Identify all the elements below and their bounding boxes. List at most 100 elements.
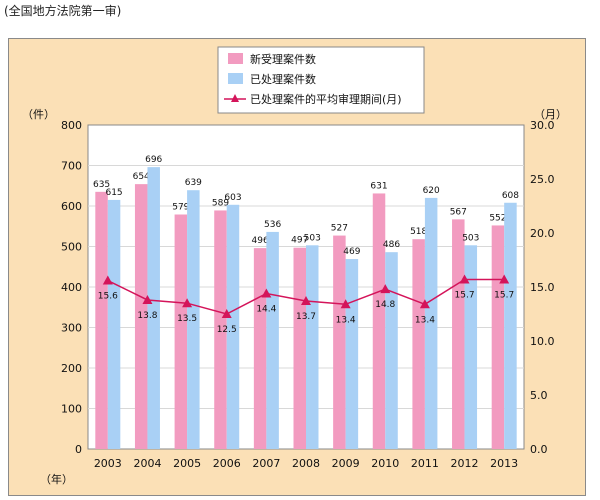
y-left-tick-label: 0	[75, 443, 82, 456]
bar-new-cases	[253, 248, 267, 449]
data-label-new: 635	[93, 180, 110, 190]
x-tick-label: 2008	[292, 457, 320, 470]
duration-data-label: 13.4	[336, 315, 356, 325]
y-left-tick-label: 400	[61, 281, 82, 294]
duration-marker	[301, 296, 311, 306]
bar-processed-cases	[147, 167, 160, 449]
bar-processed-cases	[424, 197, 438, 449]
bar-new-cases	[491, 225, 505, 449]
bar-processed-cases	[187, 190, 200, 449]
data-label-new: 631	[370, 181, 387, 191]
data-label-processed: 536	[264, 220, 281, 230]
data-label-processed: 608	[502, 191, 519, 201]
bar-processed-cases	[226, 204, 240, 449]
y-right-tick-label: 0.0	[530, 443, 548, 456]
legend-swatch-new	[228, 53, 243, 64]
duration-marker	[340, 299, 351, 309]
y-left-tick-label: 500	[61, 241, 82, 254]
bar-processed-cases	[504, 202, 517, 449]
data-label-new: 654	[133, 172, 150, 182]
data-label-processed: 603	[224, 193, 241, 203]
y-right-tick-label: 15.0	[530, 281, 555, 294]
x-tick-label: 2012	[451, 457, 479, 470]
bar-new-cases	[174, 214, 188, 449]
data-label-new: 527	[331, 224, 348, 234]
y-axis-left-label: （件）	[22, 108, 55, 121]
data-label-processed: 486	[383, 240, 400, 250]
x-axis-label: （年）	[40, 472, 73, 486]
bar-processed-cases	[306, 245, 319, 449]
x-tick-label: 2010	[371, 457, 399, 470]
duration-marker	[142, 294, 153, 304]
bar-new-cases	[372, 193, 386, 449]
bar-new-cases	[452, 219, 465, 449]
bar-processed-cases	[345, 259, 359, 449]
duration-data-label: 15.6	[98, 292, 118, 302]
bar-new-cases	[95, 191, 108, 449]
data-label-new: 579	[172, 203, 189, 213]
bar-processed-cases	[266, 231, 279, 449]
data-label-new: 567	[450, 207, 467, 217]
data-label-processed: 503	[462, 233, 479, 243]
x-tick-label: 2013	[490, 457, 518, 470]
duration-marker	[380, 284, 391, 294]
bar-new-cases	[134, 184, 148, 449]
duration-data-label: 14.8	[375, 300, 395, 310]
y-left-tick-label: 800	[61, 119, 82, 132]
duration-data-label: 12.5	[217, 325, 237, 335]
bar-layer: 6356156546965796395896034965364975035274…	[93, 155, 519, 449]
x-tick-label: 2009	[332, 457, 360, 470]
duration-data-label: 15.7	[455, 290, 475, 300]
data-label-new: 497	[291, 236, 308, 246]
y-right-tick-label: 30.0	[530, 119, 555, 132]
data-label-processed: 503	[304, 233, 321, 243]
duration-data-label: 15.7	[494, 290, 514, 300]
legend-box	[217, 46, 425, 114]
y-left-tick-label: 200	[61, 362, 82, 375]
legend-label-processed: 已处理案件数	[250, 72, 316, 86]
data-label-new: 589	[212, 198, 229, 208]
duration-marker	[499, 274, 510, 284]
y-left-tick-label: 300	[61, 322, 82, 335]
data-label-processed: 620	[423, 186, 440, 196]
duration-marker	[102, 275, 113, 285]
legend-label-duration: 已处理案件的平均审理期间(月)	[250, 92, 402, 106]
bar-new-cases	[333, 235, 346, 449]
duration-data-label: 14.4	[256, 304, 276, 314]
legend-label-new: 新受理案件数	[250, 52, 316, 66]
data-label-new: 496	[252, 236, 269, 246]
duration-data-label: 13.7	[296, 312, 316, 322]
chart-caption: (全国地方法院第一审)	[4, 4, 122, 18]
data-label-processed: 615	[105, 188, 122, 198]
line-layer: 15.6 13.8 13.5 12.5 14.4 13.7 13.4 14.8 13.4 15.7…	[98, 274, 514, 335]
bar-processed-cases	[107, 199, 121, 449]
y-right-tick-label: 10.0	[530, 335, 555, 348]
duration-data-label: 13.4	[415, 315, 435, 325]
duration-marker	[261, 288, 272, 298]
bar-new-cases	[412, 239, 425, 449]
duration-marker	[459, 274, 470, 284]
duration-marker	[419, 299, 430, 309]
bar-processed-cases	[464, 245, 478, 449]
x-tick-label: 2011	[411, 457, 439, 470]
y-right-tick-label: 20.0	[530, 227, 555, 240]
bar-new-cases	[214, 210, 227, 449]
duration-data-label: 13.8	[137, 311, 157, 321]
x-tick-label: 2007	[252, 457, 280, 470]
x-tick-label: 2003	[94, 457, 122, 470]
duration-marker	[221, 309, 232, 318]
legend-swatch-processed	[228, 73, 243, 84]
y-axis-right-label: （月）	[534, 108, 567, 121]
x-tick-label: 2006	[213, 457, 241, 470]
legend: 新受理案件数 已处理案件数 已处理案件的平均审理期间(月)	[217, 46, 425, 114]
x-tick-label: 2005	[173, 457, 201, 470]
data-label-new: 552	[489, 213, 506, 223]
axes-layer: 0 100 200 300 400 500 600 700 800 0.0 5.0 10.0 15.0 2…	[61, 119, 555, 470]
x-tick-label: 2004	[133, 457, 161, 470]
duration-marker	[182, 298, 193, 308]
y-left-tick-label: 100	[61, 403, 82, 416]
y-left-tick-label: 700	[61, 160, 82, 173]
y-right-tick-label: 5.0	[530, 389, 548, 402]
data-label-processed: 639	[185, 178, 202, 188]
